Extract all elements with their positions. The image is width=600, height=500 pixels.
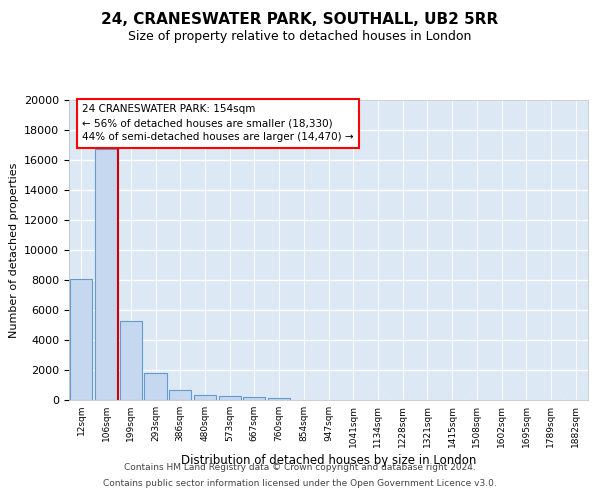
Text: Contains HM Land Registry data © Crown copyright and database right 2024.: Contains HM Land Registry data © Crown c…	[124, 464, 476, 472]
Text: Size of property relative to detached houses in London: Size of property relative to detached ho…	[128, 30, 472, 43]
X-axis label: Distribution of detached houses by size in London: Distribution of detached houses by size …	[181, 454, 476, 467]
Bar	[95, 150, 117, 400]
Bar	[119, 320, 142, 400]
Bar	[194, 395, 216, 400]
Bar	[70, 278, 92, 400]
Y-axis label: Number of detached properties: Number of detached properties	[8, 162, 19, 338]
Text: 24, CRANESWATER PARK, SOUTHALL, UB2 5RR: 24, CRANESWATER PARK, SOUTHALL, UB2 5RR	[101, 12, 499, 28]
Bar	[268, 398, 290, 400]
Bar	[243, 397, 265, 400]
Text: 24 CRANESWATER PARK: 154sqm
← 56% of detached houses are smaller (18,330)
44% of: 24 CRANESWATER PARK: 154sqm ← 56% of det…	[82, 104, 353, 142]
Bar	[169, 390, 191, 400]
Bar	[218, 396, 241, 400]
Text: Contains public sector information licensed under the Open Government Licence v3: Contains public sector information licen…	[103, 478, 497, 488]
Bar	[145, 373, 167, 400]
